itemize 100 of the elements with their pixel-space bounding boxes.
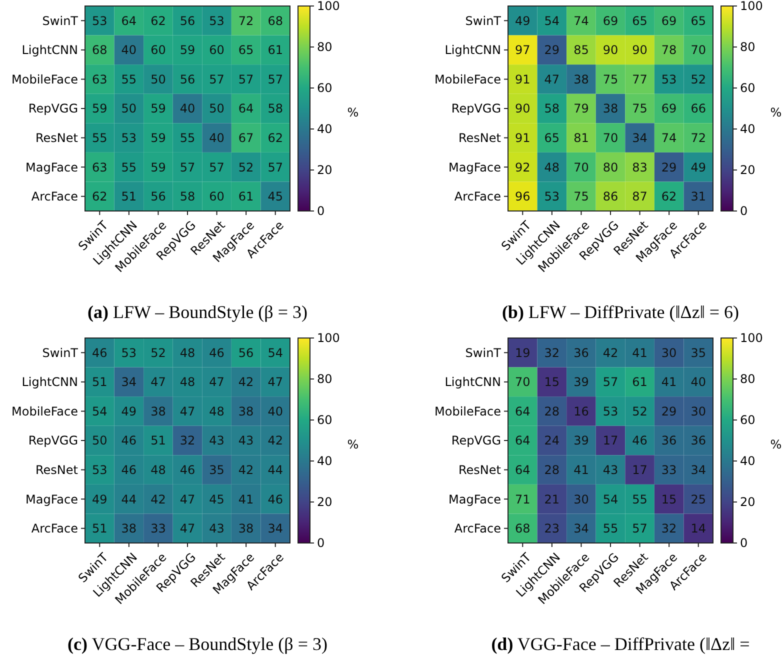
y-tick-label: SwinT xyxy=(465,14,502,28)
data-label: 30 xyxy=(690,404,706,418)
data-label: 74 xyxy=(574,14,589,28)
color-bar-label: 80 xyxy=(317,372,332,386)
data-label: 78 xyxy=(661,43,677,58)
data-label: 38 xyxy=(238,522,254,536)
color-bar-title: % xyxy=(347,106,359,120)
data-label: 70 xyxy=(515,375,530,390)
data-label: 39 xyxy=(574,434,589,448)
data-label: 57 xyxy=(632,522,648,536)
data-label: 60 xyxy=(150,43,166,58)
data-label: 38 xyxy=(121,522,137,536)
data-label: 60 xyxy=(209,190,224,204)
data-label: 61 xyxy=(632,375,648,390)
data-label: 42 xyxy=(238,462,254,477)
data-label: 80 xyxy=(602,160,618,174)
data-label: 46 xyxy=(92,346,108,360)
data-label: 36 xyxy=(661,434,677,448)
data-label: 55 xyxy=(180,130,196,145)
y-tick-label: RepVGG xyxy=(28,434,78,448)
data-label: 65 xyxy=(238,43,254,58)
data-label: 55 xyxy=(92,130,108,145)
data-label: 17 xyxy=(632,462,648,477)
data-label: 31 xyxy=(690,190,706,204)
color-bar-label: 100 xyxy=(317,331,340,346)
data-label: 46 xyxy=(121,434,137,448)
data-label: 48 xyxy=(180,346,196,360)
data-label: 63 xyxy=(92,72,108,86)
data-label: 47 xyxy=(180,404,196,418)
data-label: 34 xyxy=(574,522,589,536)
y-tick-label: RepVGG xyxy=(451,434,501,448)
data-label: 28 xyxy=(544,462,560,477)
data-label: 49 xyxy=(515,14,530,28)
data-label: 40 xyxy=(209,130,224,145)
color-bar-label: 80 xyxy=(740,40,756,54)
data-label: 53 xyxy=(661,72,677,86)
y-tick-label: SwinT xyxy=(42,346,79,360)
y-tick-label: RepVGG xyxy=(451,102,501,116)
data-label: 74 xyxy=(661,130,677,145)
color-bar-title: % xyxy=(770,438,782,452)
data-label: 35 xyxy=(209,462,224,477)
y-tick-label: MagFace xyxy=(26,492,78,506)
data-label: 51 xyxy=(92,375,108,390)
data-label: 48 xyxy=(209,404,224,418)
data-label: 25 xyxy=(690,492,706,506)
data-label: 42 xyxy=(268,434,283,448)
data-label: 32 xyxy=(661,522,677,536)
data-label: 57 xyxy=(602,375,618,390)
data-label: 32 xyxy=(180,434,196,448)
color-bar-label: 80 xyxy=(317,40,332,54)
data-label: 32 xyxy=(544,346,560,360)
y-tick-label: MobileFace xyxy=(12,72,78,86)
data-label: 41 xyxy=(238,492,254,506)
data-label: 68 xyxy=(268,14,283,28)
data-label: 72 xyxy=(690,130,706,145)
data-label: 46 xyxy=(632,434,648,448)
data-label: 69 xyxy=(661,102,677,116)
data-label: 70 xyxy=(574,160,589,174)
data-label: 45 xyxy=(268,190,283,204)
data-label: 38 xyxy=(602,102,618,116)
color-bar-label: 60 xyxy=(740,413,756,428)
data-label: 43 xyxy=(238,434,254,448)
y-tick-label: MagFace xyxy=(26,160,78,174)
color-bar-label: 20 xyxy=(740,163,756,178)
data-label: 49 xyxy=(690,160,706,174)
data-label: 46 xyxy=(268,492,283,506)
data-label: 66 xyxy=(690,102,706,116)
data-label: 59 xyxy=(150,130,166,145)
data-label: 50 xyxy=(121,102,137,116)
data-label: 77 xyxy=(632,72,648,86)
color-bar-label: 40 xyxy=(740,122,756,136)
data-label: 91 xyxy=(515,72,530,86)
data-label: 23 xyxy=(544,522,560,536)
data-label: 45 xyxy=(209,492,224,506)
color-bar-label: 20 xyxy=(317,495,332,510)
data-label: 53 xyxy=(602,404,618,418)
data-label: 41 xyxy=(661,375,677,390)
data-label: 58 xyxy=(268,102,283,116)
data-label: 65 xyxy=(690,14,706,28)
y-tick-label: ArcFace xyxy=(454,190,501,204)
data-label: 64 xyxy=(121,14,137,28)
data-label: 29 xyxy=(661,160,677,174)
y-tick-label: MobileFace xyxy=(434,72,501,86)
y-tick-label: ResNet xyxy=(458,462,502,477)
data-label: 47 xyxy=(209,375,224,390)
color-bar-title: % xyxy=(770,106,782,120)
data-label: 83 xyxy=(632,160,648,174)
color-bar-label: 0 xyxy=(317,536,325,550)
color-bar-label: 20 xyxy=(740,495,756,510)
data-label: 59 xyxy=(150,160,166,174)
y-tick-label: MobileFace xyxy=(434,404,501,418)
data-label: 55 xyxy=(602,522,618,536)
data-label: 29 xyxy=(661,404,677,418)
color-bar-label: 100 xyxy=(740,0,763,14)
data-label: 48 xyxy=(544,160,560,174)
data-label: 51 xyxy=(121,190,137,204)
data-label: 56 xyxy=(180,72,196,86)
data-label: 47 xyxy=(180,522,196,536)
data-label: 40 xyxy=(121,43,137,58)
data-label: 57 xyxy=(238,72,254,86)
